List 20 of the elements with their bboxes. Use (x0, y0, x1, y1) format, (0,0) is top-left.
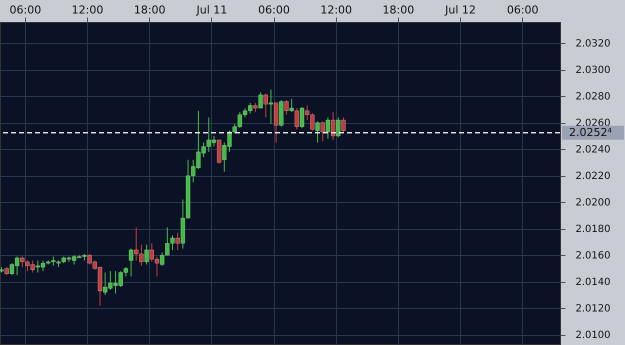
y-tick-label: 2.0200 (576, 198, 610, 209)
x-tick-label: 06:00 (10, 4, 42, 16)
y-tick-label: 2.0320 (576, 38, 610, 50)
x-tick-label: 06:00 (506, 4, 539, 16)
x-tick-label: 12:00 (320, 4, 352, 16)
x-tick-label: Jul 12 (444, 4, 476, 16)
y-tick-label: 2.0160 (576, 250, 610, 262)
y-tick-label: 2.0240 (576, 144, 610, 156)
x-tick-label: 18:00 (134, 4, 166, 16)
y-tick-label: 2.0100 (576, 330, 610, 342)
y-tick-label: 2.0220 (576, 171, 610, 182)
y-tick-label: 2.0120 (576, 304, 610, 315)
x-tick-label: 18:00 (382, 4, 414, 16)
x-tick-label: 12:00 (72, 4, 104, 16)
y-tick-label: 2.0140 (576, 277, 610, 288)
y-tick-label: 2.0280 (576, 92, 610, 103)
x-tick-label: Jul 11 (195, 4, 228, 16)
y-tick-label: 2.0300 (576, 65, 610, 76)
y-tick-label: 2.0180 (576, 224, 610, 236)
x-tick-label: 06:00 (258, 4, 290, 16)
